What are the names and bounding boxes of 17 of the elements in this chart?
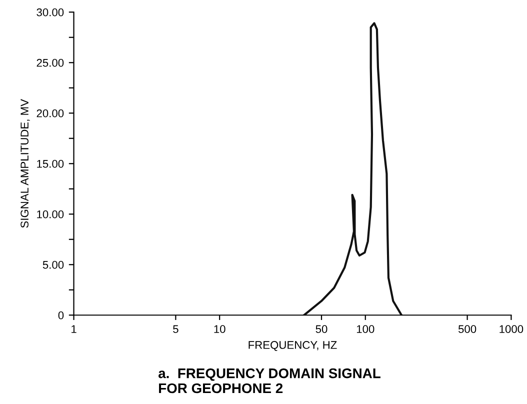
x-tick-label: 500	[458, 325, 476, 334]
text: a. FREQUENCY DOMAIN SIGNAL FOR GEOPHONE 2	[158, 368, 380, 394]
y-tick-label: 25.00	[36, 58, 64, 67]
y-tick-label: 30.00	[36, 8, 64, 16]
y-tick-label: 10.00	[37, 210, 64, 218]
y-tick-label: 20.00	[36, 109, 64, 118]
x-tick-label: 5	[173, 325, 178, 334]
y-tick-label: 15.00	[37, 160, 64, 168]
x-tick-label: 100	[356, 325, 374, 334]
x-tick-label: 1000	[500, 325, 524, 334]
x-tick-label: 1	[72, 325, 76, 333]
x-tick-label: 50	[316, 325, 328, 334]
x-tick-label: 10	[214, 325, 226, 334]
y-tick-label: 0	[58, 311, 64, 320]
y-tick-label: 5.00	[42, 260, 64, 269]
x-axis-title: FREQUENCY, HZ	[248, 341, 337, 351]
y-axis-title: SIGNAL AMPLITUDE, MV	[20, 99, 30, 228]
